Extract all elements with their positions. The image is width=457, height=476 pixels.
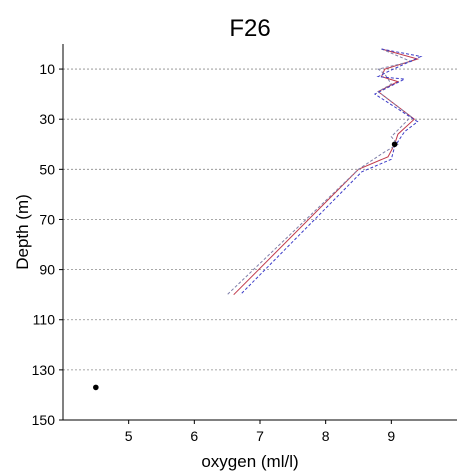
y-tick-label: 150 <box>32 412 56 428</box>
data-point-1 <box>391 141 398 148</box>
y-tick-label: 70 <box>39 211 55 227</box>
x-tick-label: 8 <box>322 428 330 444</box>
x-tick-label: 9 <box>387 428 395 444</box>
y-tick-label: 30 <box>39 111 55 127</box>
x-axis-ticks: 5 6 7 8 9 <box>125 420 395 444</box>
data-point-2 <box>93 384 99 391</box>
y-axis-label: Depth (m) <box>13 194 32 270</box>
y-tick-label: 110 <box>33 312 56 328</box>
x-tick-label: 6 <box>190 428 198 444</box>
y-axis-ticks: 10 30 50 70 90 110 130 150 <box>32 61 63 428</box>
x-axis-label: oxygen (ml/l) <box>201 452 298 471</box>
data-series <box>226 48 423 296</box>
x-tick-label: 7 <box>256 428 264 444</box>
x-tick-label: 5 <box>125 428 133 444</box>
series-line-2 <box>226 48 413 296</box>
y-tick-label: 10 <box>39 61 55 77</box>
series-line-1 <box>233 48 420 296</box>
y-tick-label: 50 <box>39 161 55 177</box>
y-tick-label: 90 <box>39 262 55 278</box>
axes-frame <box>62 44 457 421</box>
series-line-3 <box>239 48 423 296</box>
chart-title: F26 <box>229 15 270 42</box>
data-points <box>93 141 398 391</box>
grid-lines <box>63 68 457 371</box>
y-tick-label: 130 <box>32 362 56 378</box>
